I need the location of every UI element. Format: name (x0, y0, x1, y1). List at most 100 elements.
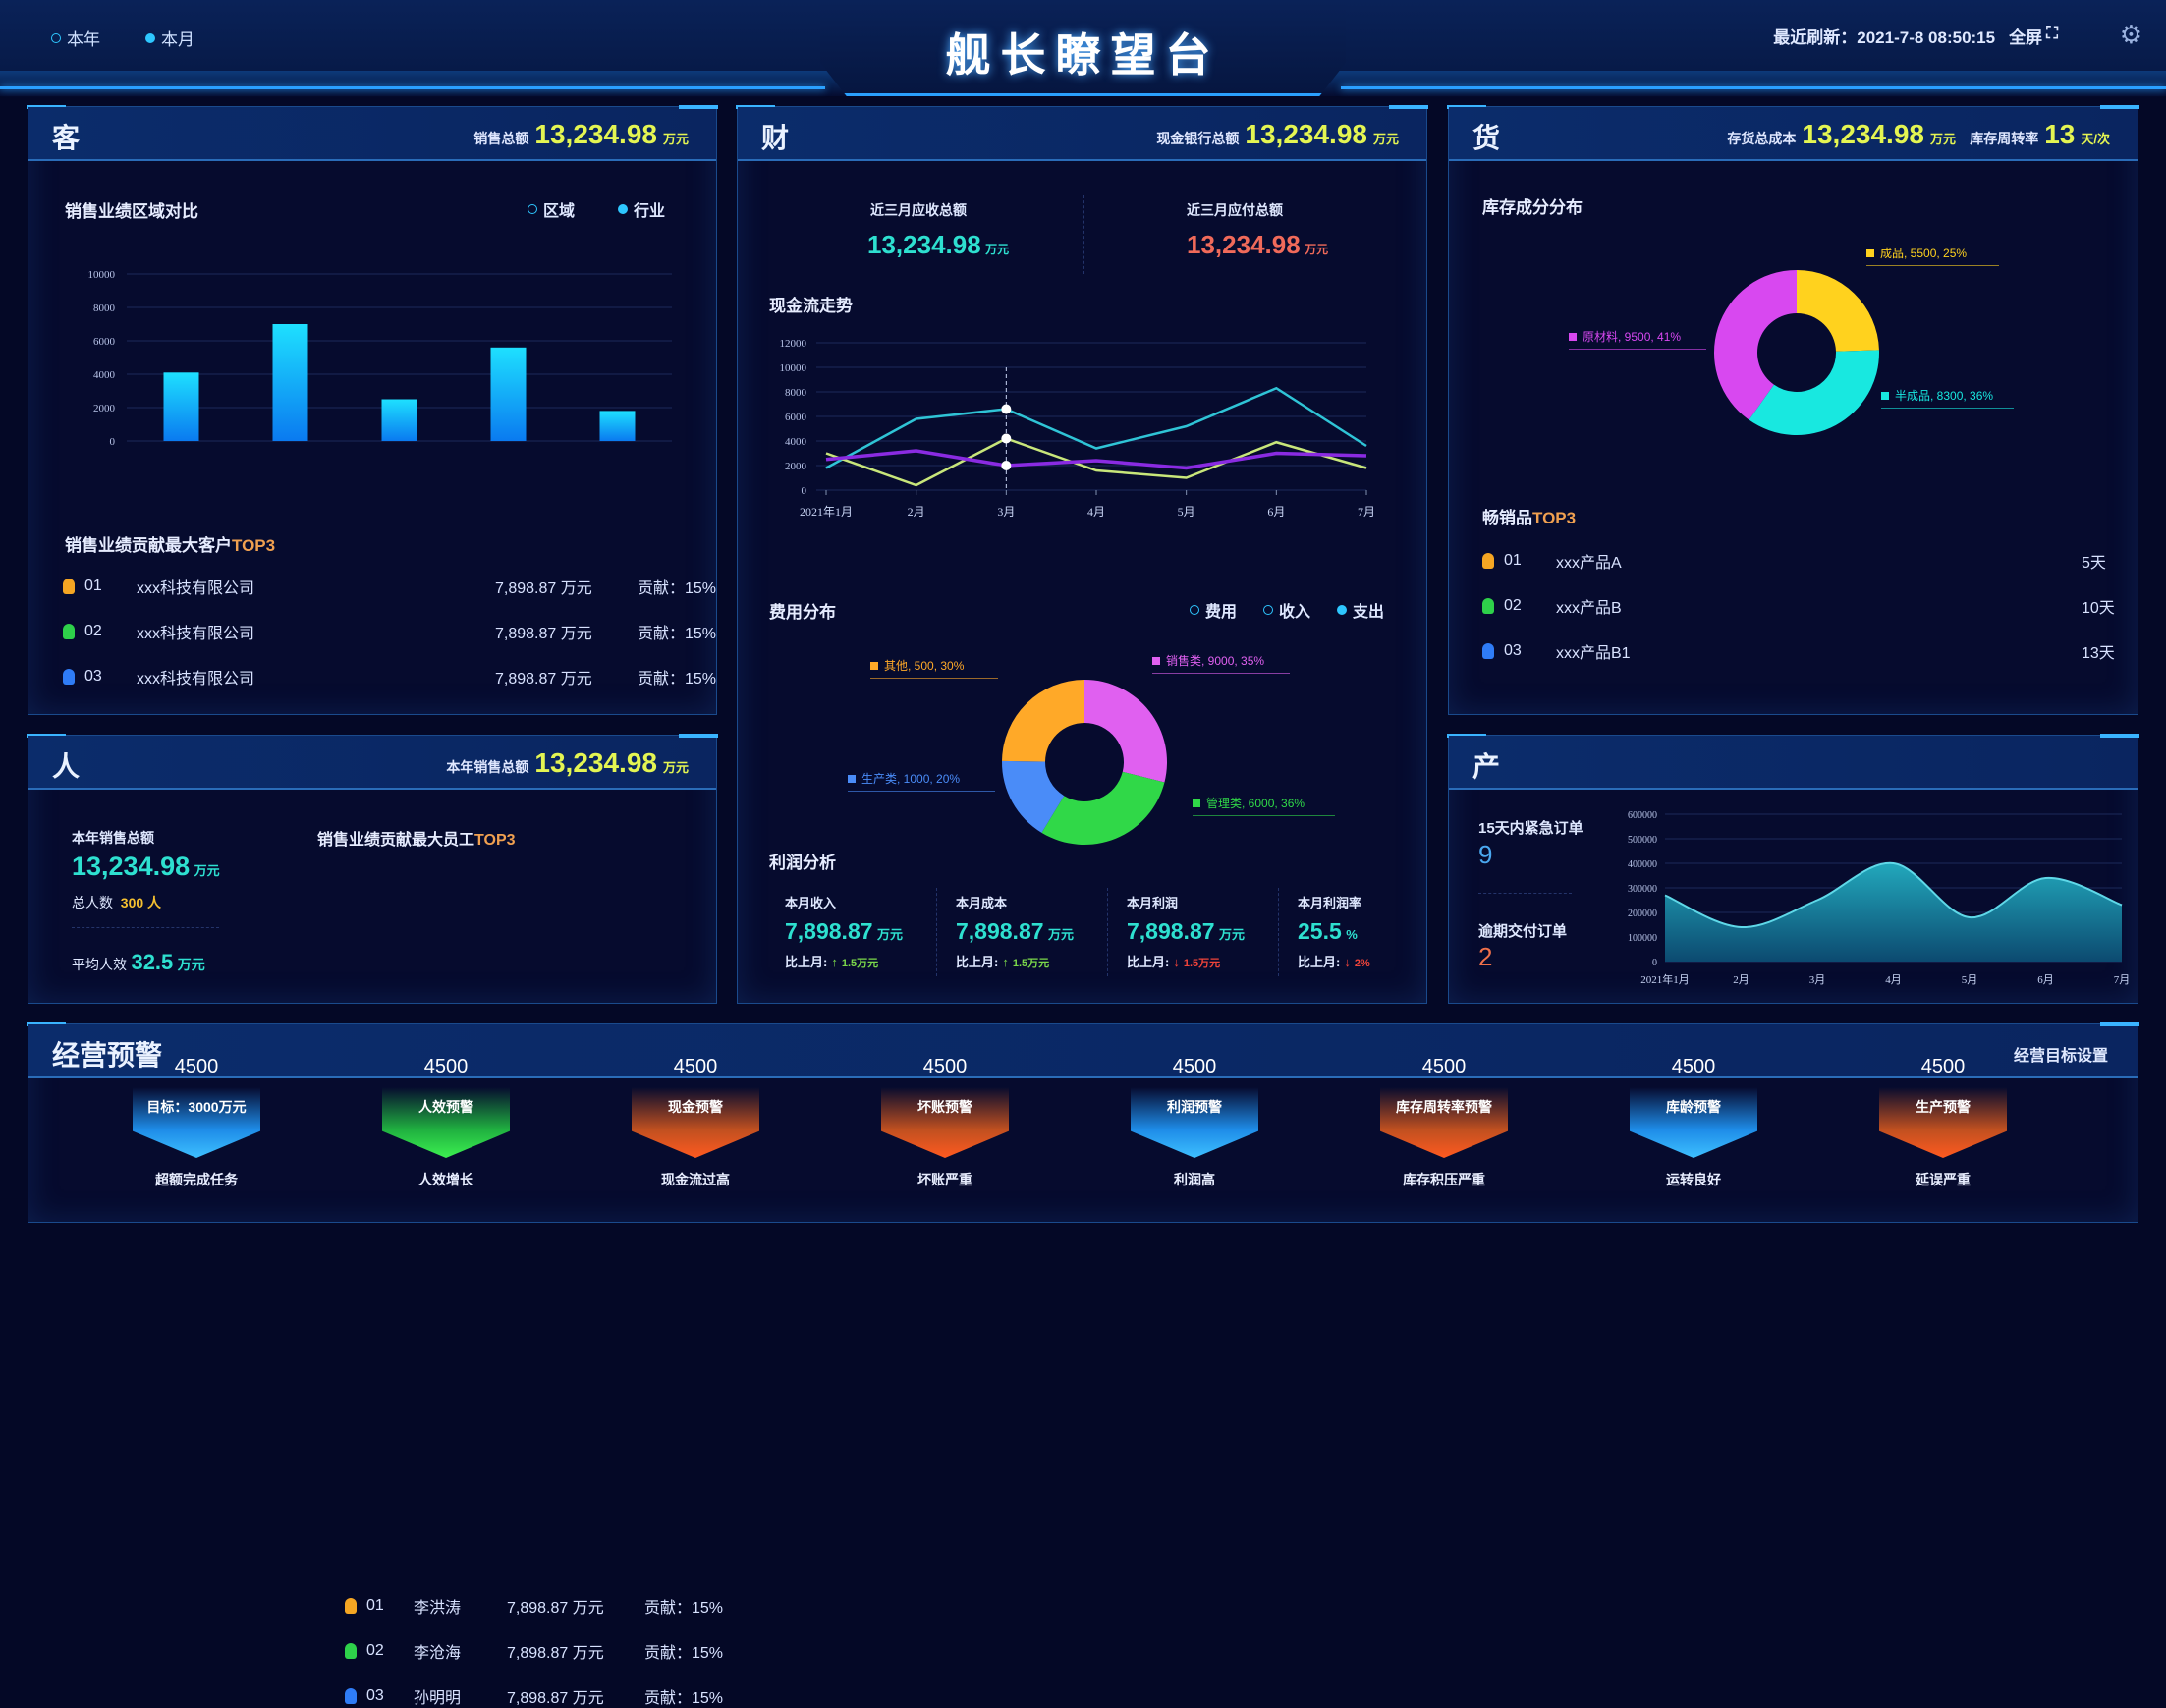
warning-item[interactable]: 4500 生产预警 延误严重 (1845, 1056, 2041, 1189)
item-name: xxx产品B1 (1556, 645, 1631, 662)
hover-point (1001, 404, 1012, 414)
profit-value: 25.5 (1298, 918, 1342, 944)
y-tick-label: 6000 (93, 336, 116, 348)
slice (1041, 771, 1165, 845)
item-name: 李洪涛 (414, 1600, 462, 1617)
warning-label: 库龄预警 (1666, 1099, 1721, 1115)
item-name: xxx产品B (1556, 600, 1622, 617)
sales-label: 本年销售总额 (72, 830, 154, 846)
title-line-left (0, 86, 825, 89)
legend-label: 收入 (1279, 604, 1311, 621)
panel-header: 人 本年销售总额 13,234.98 万元 (28, 736, 716, 790)
compare-value: 1.5万元 (841, 958, 879, 969)
cashflow-title: 现金流走势 (769, 297, 853, 315)
avg-unit: 万元 (177, 957, 205, 972)
slice (1002, 760, 1065, 833)
profit-label: 本月利润率 (1298, 896, 1362, 910)
x-tick-label: 5月 (1178, 505, 1195, 519)
legend-item[interactable]: 收入 (1263, 598, 1310, 622)
list-item[interactable]: 03 孙明明 7,898.87 万元 贡献：15% (345, 1687, 723, 1707)
kpi-label: 现金银行总额 (1156, 131, 1240, 146)
title-suffix: TOP3 (1532, 509, 1577, 527)
warning-panel: 经营预警 经营目标设置 (27, 1022, 2139, 1223)
production-area-chart: 0 100000 200000 300000 400000 500000 600000 202… (1628, 810, 2130, 986)
item-name: 李沧海 (414, 1645, 462, 1662)
list-item[interactable]: 01 xxx产品A 5天 (1482, 552, 2106, 572)
fullscreen-button[interactable]: 全屏 ⛶ (2009, 24, 2058, 48)
legend-label: 支出 (1353, 604, 1385, 621)
customer-panel: 客 销售总额 13,234.98 万元 销售业绩区域对比 区域 行业 0 2000 40… (27, 105, 718, 715)
share: 贡献：15% (644, 1645, 724, 1662)
page-title: 舰长瞭望台 (945, 29, 1221, 81)
legend-label: 行业 (634, 203, 666, 220)
days: 13天 (2082, 645, 2115, 662)
legend-item[interactable]: 支出 (1337, 598, 1384, 622)
goal-settings-link[interactable]: 经营目标设置 (2013, 1048, 2108, 1065)
warning-item[interactable]: 4500 目标：3000万元 超额完成任务 (98, 1056, 295, 1189)
headcount-value: 300 人 (120, 895, 162, 910)
legend-industry[interactable]: 行业 (618, 197, 665, 221)
legend-dot-icon (1190, 605, 1199, 615)
warning-item[interactable]: 4500 利润预警 利润高 (1096, 1056, 1293, 1189)
warning-value: 4500 (922, 1056, 968, 1077)
gear-icon[interactable]: ⚙ (2119, 20, 2142, 49)
legend-region[interactable]: 区域 (528, 197, 575, 221)
rank: 01 (366, 1597, 384, 1614)
arrow-down-icon: ↓ (1344, 955, 1351, 969)
region-bar-chart: 0200040006000800010000华北华东中部华南西南 (88, 269, 672, 448)
people-panel: 人 本年销售总额 13,234.98 万元 本年销售总额 13,234.98 万元 … (27, 734, 723, 1707)
warning-item[interactable]: 4500 现金预警 现金流过高 (597, 1056, 794, 1189)
production-panel: 产 15天内紧急订单 9 逾期交付订单 2 0 100000 200000 30000… (1447, 734, 2139, 1004)
list-item[interactable]: 02 xxx科技有限公司 7,898.87 万元 贡献：15% (63, 623, 716, 642)
bar (163, 372, 199, 441)
divider (1278, 888, 1279, 976)
expand-icon: ⛶ (2046, 24, 2058, 42)
payable-value-group: 13,234.98 万元 (1187, 230, 1328, 260)
warning-item[interactable]: 4500 坏账预警 坏账严重 (847, 1056, 1043, 1189)
kpi-unit: 天/次 (2081, 132, 2110, 146)
kpi-value: 13,234.98 (534, 119, 657, 149)
sales-value: 13,234.98 (72, 852, 191, 881)
legend-square-icon (1193, 799, 1200, 807)
receivable-label: 近三月应收总额 (870, 202, 967, 218)
bar (381, 399, 417, 441)
legend-dot-icon (1337, 605, 1347, 615)
kpi-value: 13,234.98 (534, 747, 657, 778)
period-option-month[interactable]: 本月 (145, 26, 194, 50)
warning-item[interactable]: 4500 库龄预警 运转良好 (1595, 1056, 1792, 1189)
list-item[interactable]: 03 xxx科技有限公司 7,898.87 万元 贡献：15% (63, 668, 716, 688)
profit-label: 本月利润 (1127, 896, 1179, 910)
y-tick-label: 2000 (785, 461, 807, 472)
list-item[interactable]: 03 xxx产品B1 13天 (1482, 642, 2115, 662)
warning-item[interactable]: 4500 人效预警 人效增长 (348, 1056, 544, 1189)
list-item[interactable]: 01 xxx科技有限公司 7,898.87 万元 贡献：15% (63, 578, 716, 597)
legend-item[interactable]: 费用 (1190, 598, 1237, 622)
rank: 03 (84, 668, 102, 685)
warning-label: 目标：3000万元 (146, 1099, 247, 1115)
list-item[interactable]: 01 李洪涛 7,898.87 万元 贡献：15% (345, 1597, 723, 1617)
kpi-unit: 万元 (1929, 132, 1956, 146)
y-tick-label: 0 (110, 436, 116, 448)
legend-square-icon (1881, 392, 1889, 400)
warning-status: 超额完成任务 (155, 1172, 238, 1187)
list-item[interactable]: 02 xxx产品B 10天 (1482, 597, 2115, 617)
kpi-value: 13,234.98 (1245, 119, 1367, 149)
avg-value: 32.5 (131, 950, 174, 974)
share: 贡献：15% (638, 580, 717, 597)
slice-label: 原材料, 9500, 41% (1569, 328, 1706, 350)
y-tick-label: 100000 (1628, 933, 1657, 944)
list-item[interactable]: 02 李沧海 7,898.87 万元 贡献：15% (345, 1642, 723, 1662)
period-option-year[interactable]: 本年 (51, 26, 100, 50)
slice-label-text: 其他, 500, 30% (884, 659, 965, 673)
compare-row: 比上月: ↑ 1.5万元 (956, 952, 1049, 970)
hover-point (1001, 461, 1012, 470)
slice (1084, 680, 1167, 783)
profit-unit: 万元 (1047, 927, 1074, 942)
amount: 7,898.87 万元 (495, 626, 592, 642)
fullscreen-label: 全屏 (2009, 28, 2043, 47)
shield-icon: 利润预警 (1131, 1087, 1258, 1158)
panel-header: 经营预警 经营目标设置 (28, 1024, 2138, 1078)
warning-value: 4500 (174, 1056, 219, 1077)
warning-item[interactable]: 4500 库存周转率预警 库存积压严重 (1346, 1056, 1542, 1189)
x-tick-label: 2021年1月 (1640, 972, 1690, 986)
